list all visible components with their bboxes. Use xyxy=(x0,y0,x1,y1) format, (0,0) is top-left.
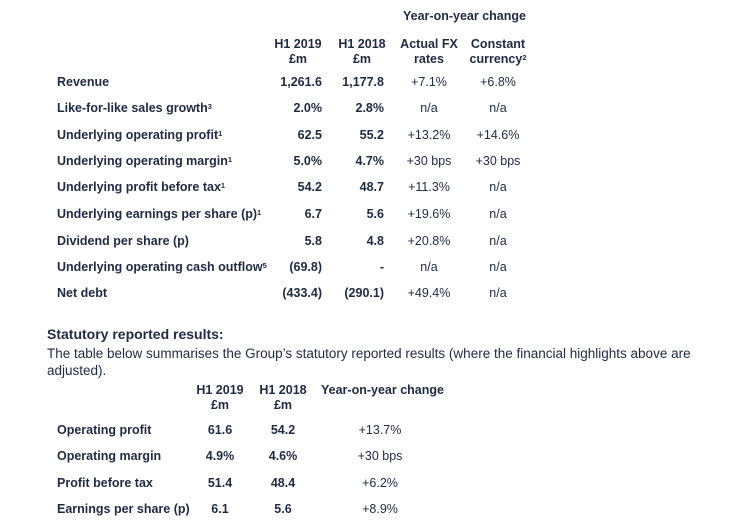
table-cell: +14.6% xyxy=(476,128,520,142)
table-cell: 1,261.6 xyxy=(280,75,322,89)
table-cell: +13.2% xyxy=(407,128,451,142)
row-label: Underlying earnings per share (p)1 xyxy=(57,207,262,221)
col-header-h1-2018: H1 2018 £m xyxy=(338,37,386,66)
table-cell: +30 bps xyxy=(406,154,452,168)
row-label: Underlying operating cash outflow5 xyxy=(57,260,267,274)
table-cell: 55.2 xyxy=(359,128,384,142)
statutory-paragraph: The table below summarises the Group’s s… xyxy=(47,346,691,378)
table-cell: 5.8 xyxy=(304,234,322,248)
table-cell: 4.7% xyxy=(355,154,385,168)
table-cell: n/a xyxy=(489,286,507,300)
t2-col-header-h1-2018: H1 2018 £m xyxy=(259,383,307,412)
table-cell: +13.7% xyxy=(358,423,402,437)
row-label: Net debt xyxy=(57,286,107,300)
table-cell: 48.7 xyxy=(359,180,384,194)
table-cell: +6.8% xyxy=(480,75,516,89)
row-label: Underlying operating margin1 xyxy=(57,154,233,168)
table-cell: +19.6% xyxy=(407,207,451,221)
row-label: Dividend per share (p) xyxy=(57,234,189,248)
table-cell: n/a xyxy=(489,180,507,194)
row-label: Earnings per share (p) xyxy=(57,502,190,516)
table-cell: (69.8) xyxy=(289,260,322,274)
table-cell: +7.1% xyxy=(411,75,447,89)
table-cell: 54.2 xyxy=(297,180,322,194)
statutory-heading: Statutory reported results: xyxy=(47,326,224,342)
row-label: Profit before tax xyxy=(57,476,153,490)
table-cell: 61.6 xyxy=(207,423,233,437)
table-cell: 4.9% xyxy=(205,449,235,463)
table-cell: n/a xyxy=(489,234,507,248)
t2-col-header-h1-2019: H1 2019 £m xyxy=(196,383,244,412)
table-cell: 1,177.8 xyxy=(342,75,384,89)
yoy-group-header: Year-on-year change xyxy=(403,9,526,23)
table-cell: n/a xyxy=(420,101,438,115)
table-cell: 4.8 xyxy=(366,234,384,248)
table-cell: n/a xyxy=(489,101,507,115)
table-cell: 6.7 xyxy=(304,207,322,221)
row-label: Like-for-like sales growth3 xyxy=(57,101,212,115)
table-cell: +49.4% xyxy=(407,286,451,300)
table-cell: +30 bps xyxy=(475,154,521,168)
table-cell: 4.6% xyxy=(268,449,298,463)
row-label: Underlying operating profit1 xyxy=(57,128,223,142)
table-cell: 62.5 xyxy=(297,128,322,142)
row-label: Operating margin xyxy=(57,449,162,463)
table-cell: +6.2% xyxy=(362,476,398,490)
row-label: Revenue xyxy=(57,75,110,89)
table-cell: 54.2 xyxy=(270,423,296,437)
table-cell: 5.0% xyxy=(293,154,323,168)
table-cell: 5.6 xyxy=(274,502,292,516)
table-cell: +11.3% xyxy=(408,180,450,194)
row-label: Operating profit xyxy=(57,423,152,437)
table-cell: +30 bps xyxy=(357,449,403,463)
table-cell: 51.4 xyxy=(207,476,233,490)
t2-col-header-yoy: Year-on-year change xyxy=(321,383,444,397)
table-cell: +20.8% xyxy=(407,234,451,248)
table-cell: 2.8% xyxy=(355,101,385,115)
table-cell: n/a xyxy=(489,207,507,221)
table-cell: 6.1 xyxy=(211,502,229,516)
table-cell: (290.1) xyxy=(344,286,384,300)
col-header-actual-fx: Actual FX rates xyxy=(400,37,458,66)
col-header-h1-2019: H1 2019 £m xyxy=(274,37,322,66)
table-cell: n/a xyxy=(489,260,507,274)
table-cell: +8.9% xyxy=(362,502,398,516)
table-cell: (433.4) xyxy=(282,286,322,300)
row-label: Underlying profit before tax1 xyxy=(57,180,226,194)
table-cell: 5.6 xyxy=(366,207,384,221)
table-cell: - xyxy=(379,260,384,274)
table-cell: 2.0% xyxy=(293,101,323,115)
table-cell: n/a xyxy=(420,260,438,274)
table-cell: 48.4 xyxy=(270,476,296,490)
col-header-constant-currency: Constant currency2 xyxy=(469,37,527,66)
